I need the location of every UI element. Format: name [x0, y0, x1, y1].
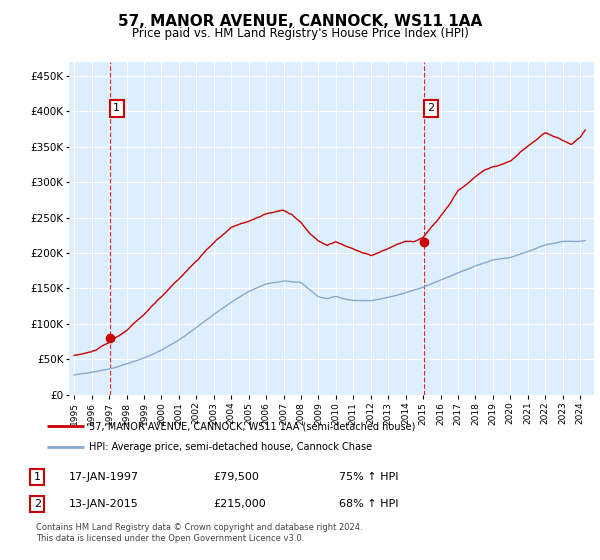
Text: £79,500: £79,500 — [213, 472, 259, 482]
Text: 2: 2 — [34, 499, 41, 509]
Text: 75% ↑ HPI: 75% ↑ HPI — [339, 472, 398, 482]
Text: 1: 1 — [113, 103, 120, 113]
Text: £215,000: £215,000 — [213, 499, 266, 509]
Text: 17-JAN-1997: 17-JAN-1997 — [69, 472, 139, 482]
Text: Contains HM Land Registry data © Crown copyright and database right 2024.
This d: Contains HM Land Registry data © Crown c… — [36, 524, 362, 543]
Text: Price paid vs. HM Land Registry's House Price Index (HPI): Price paid vs. HM Land Registry's House … — [131, 27, 469, 40]
Text: 57, MANOR AVENUE, CANNOCK, WS11 1AA: 57, MANOR AVENUE, CANNOCK, WS11 1AA — [118, 14, 482, 29]
Text: HPI: Average price, semi-detached house, Cannock Chase: HPI: Average price, semi-detached house,… — [89, 442, 372, 452]
Text: 13-JAN-2015: 13-JAN-2015 — [69, 499, 139, 509]
Text: 1: 1 — [34, 472, 41, 482]
Text: 57, MANOR AVENUE, CANNOCK, WS11 1AA (semi-detached house): 57, MANOR AVENUE, CANNOCK, WS11 1AA (sem… — [89, 421, 415, 431]
Text: 2: 2 — [427, 103, 434, 113]
Text: 68% ↑ HPI: 68% ↑ HPI — [339, 499, 398, 509]
